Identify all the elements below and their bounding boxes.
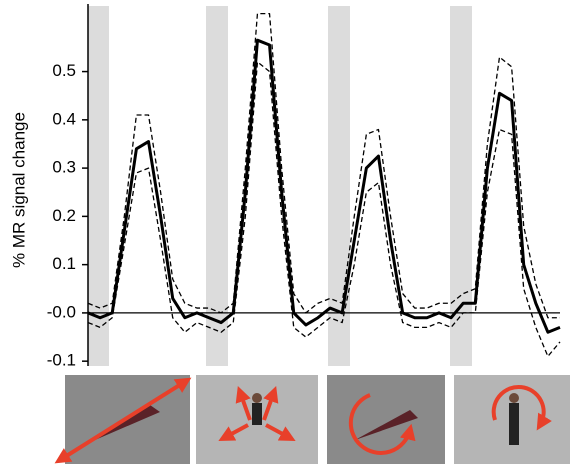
y-tick-label: 0.4 <box>52 109 76 128</box>
stimulus-images <box>54 375 570 464</box>
y-tick-label: 0.1 <box>52 254 76 273</box>
y-axis-label: % MR signal change <box>9 112 28 268</box>
stimulus-bands <box>88 6 472 366</box>
y-tick-label: 0.5 <box>52 61 76 80</box>
series-line <box>87 38 561 334</box>
y-tick-label: 0.2 <box>52 206 76 225</box>
y-tick-label: 0.3 <box>52 158 76 177</box>
series-line <box>87 61 561 357</box>
y-tick-label: -0.0 <box>47 302 76 321</box>
y-tick-label: -0.1 <box>47 351 76 370</box>
